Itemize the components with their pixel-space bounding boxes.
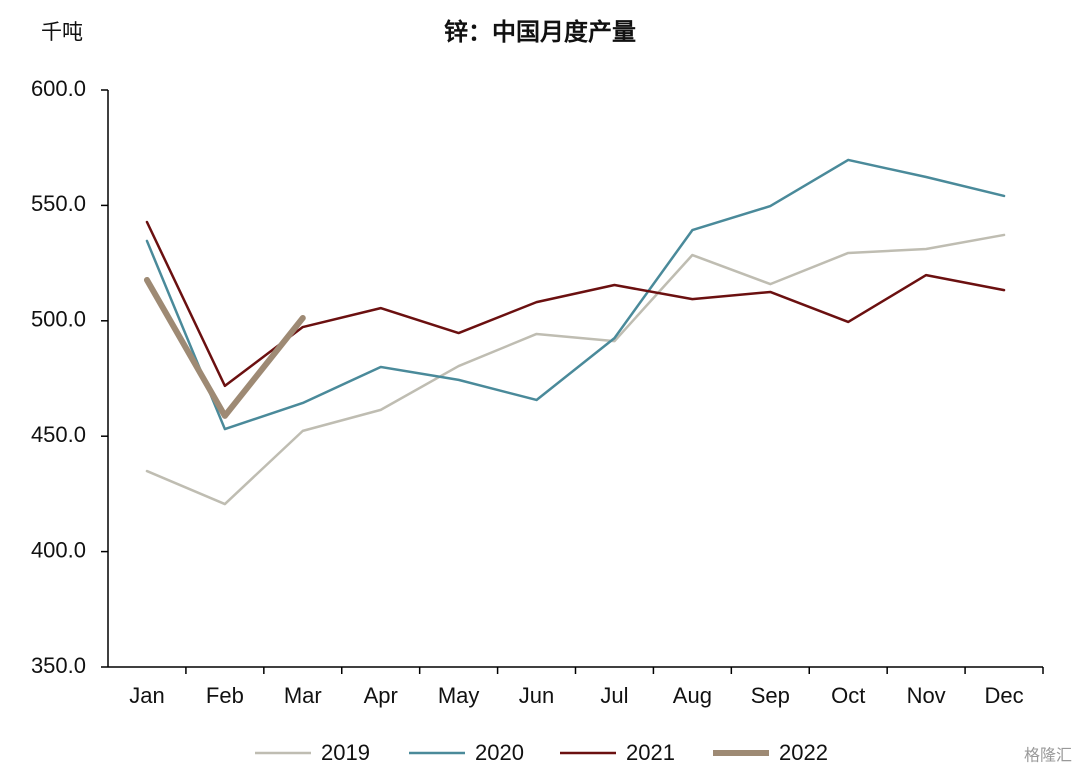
y-tick-label: 350.0 xyxy=(31,653,86,678)
x-tick-label: Jun xyxy=(519,683,554,708)
x-tick-label: Nov xyxy=(907,683,946,708)
y-tick-label: 600.0 xyxy=(31,76,86,101)
series-line xyxy=(145,158,1006,431)
x-tick-label: Oct xyxy=(831,683,865,708)
x-tick-label: Jan xyxy=(129,683,164,708)
y-axis-label: 千吨 xyxy=(41,20,83,44)
y-tick-label: 550.0 xyxy=(31,191,86,216)
x-tick-label: Sep xyxy=(751,683,790,708)
legend-label: 2021 xyxy=(626,740,675,765)
x-tick-label: May xyxy=(438,683,480,708)
x-tick-label: Jul xyxy=(600,683,628,708)
series-line xyxy=(143,276,306,419)
watermark: 格隆汇 xyxy=(1024,746,1072,765)
series-line xyxy=(145,233,1006,506)
y-tick-label: 500.0 xyxy=(31,307,86,332)
x-tick-label: Feb xyxy=(206,683,244,708)
legend-label: 2022 xyxy=(779,740,828,765)
y-tick-label: 450.0 xyxy=(31,422,86,447)
x-tick-label: Mar xyxy=(284,683,322,708)
x-tick-label: Aug xyxy=(673,683,712,708)
legend-label: 2019 xyxy=(321,740,370,765)
chart-title: 锌：中国月度产量 xyxy=(444,18,636,46)
x-tick-label: Apr xyxy=(364,683,398,708)
y-tick-label: 400.0 xyxy=(31,537,86,562)
x-tick-label: Dec xyxy=(984,683,1023,708)
legend-label: 2020 xyxy=(475,740,524,765)
series-line xyxy=(145,220,1006,388)
